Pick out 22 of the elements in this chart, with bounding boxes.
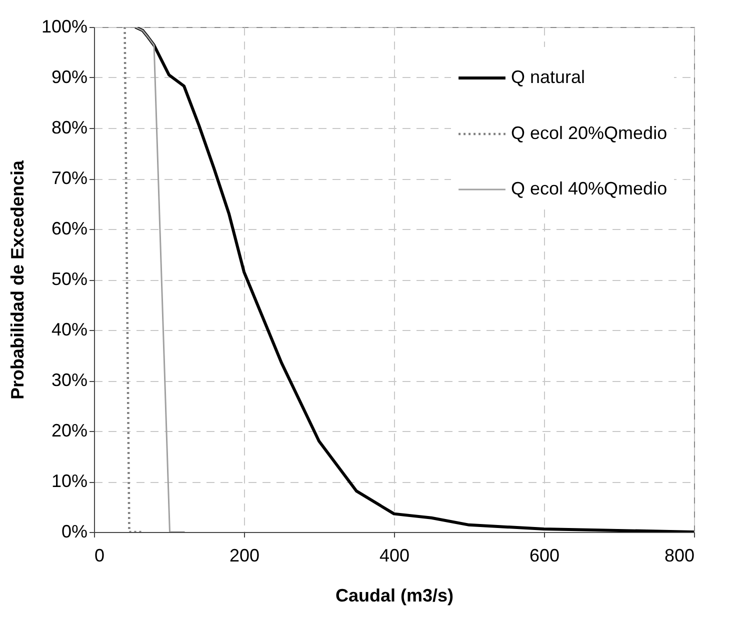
y-tick-label: 80%: [51, 118, 88, 138]
legend-label: Q ecol 40%Qmedio: [511, 178, 668, 198]
y-tick-label: 30%: [51, 370, 88, 390]
y-tick-label: 70%: [51, 168, 88, 188]
x-axis-title: Caudal (m3/s): [335, 586, 454, 606]
x-tick-label: 200: [229, 546, 260, 566]
y-axis-title: Probabilidad de Excedencia: [7, 159, 28, 400]
line-series: [124, 27, 186, 532]
x-tick-label: 400: [379, 546, 410, 566]
y-tick-label: 100%: [41, 16, 88, 36]
y-tick-label: 50%: [51, 269, 88, 289]
legend-label: Q natural: [511, 67, 586, 87]
y-tick-label: 0%: [61, 522, 88, 542]
y-tick-label: 90%: [51, 67, 88, 87]
legend-label: Q ecol 20%Qmedio: [511, 123, 668, 143]
y-tick-label: 20%: [51, 420, 88, 440]
y-tick-label: 10%: [51, 471, 88, 491]
x-tick-label: 600: [529, 546, 560, 566]
x-tick-label: 800: [664, 546, 694, 566]
y-tick-label: 40%: [51, 320, 88, 340]
x-tick-label: 0: [94, 546, 105, 566]
y-tick-label: 60%: [51, 218, 88, 238]
